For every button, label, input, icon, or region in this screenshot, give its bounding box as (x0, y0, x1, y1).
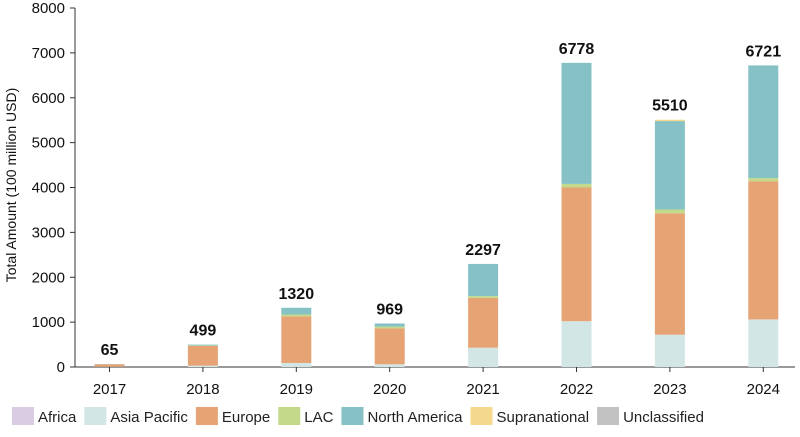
legend-swatch (341, 407, 364, 425)
bar-segment-lac (281, 314, 312, 317)
bar-segment-north-america (281, 307, 312, 315)
bar-segment-north-america (561, 62, 592, 184)
y-tick-label: 7000 (32, 45, 65, 62)
x-tick-label: 2024 (747, 381, 780, 398)
x-axis-ticks: 2017201820192020202120222023202420252026 (93, 367, 780, 398)
y-tick-label: 0 (57, 359, 65, 376)
total-labels: 6549913209692297677855106721392825 (101, 41, 782, 359)
y-tick-label: 6000 (32, 90, 65, 107)
y-tick-label: 1000 (32, 314, 65, 331)
bars (94, 62, 779, 367)
x-tick-label: 2023 (653, 381, 686, 398)
bar-segment-asia-pacific (748, 319, 779, 367)
bar-segment-lac (468, 296, 499, 298)
total-label: 65 (101, 342, 119, 359)
y-tick-label: 8000 (32, 0, 65, 17)
bar-stack-2019 (281, 307, 312, 367)
bar-segment-asia-pacific (561, 321, 592, 367)
legend-item-africa: Africa (12, 407, 77, 426)
legend-label: North America (367, 409, 463, 426)
legend-swatch (470, 407, 493, 425)
bar-segment-europe (654, 213, 685, 335)
total-label: 969 (376, 302, 403, 319)
bar-segment-supranational (654, 119, 685, 122)
bar-stack-2017 (94, 364, 125, 367)
y-tick-label: 4000 (32, 180, 65, 197)
legend-label: Unclassified (623, 409, 704, 426)
legend-label: Asia Pacific (110, 409, 188, 426)
bar-segment-europe (374, 328, 405, 365)
bar-stack-2018 (187, 344, 218, 367)
legend-label: Supranational (496, 409, 589, 426)
bar-segment-north-america (654, 121, 685, 210)
y-tick-label: 3000 (32, 224, 65, 241)
bar-segment-lac (374, 326, 405, 329)
bar-segment-asia-pacific (281, 362, 312, 367)
bar-segment-north-america (374, 323, 405, 327)
x-tick-label: 2018 (186, 381, 219, 398)
legend-swatch (12, 407, 34, 425)
legend-swatch (597, 407, 620, 425)
legend-label: Africa (38, 409, 77, 426)
y-axis-ticks: 0 1000 2000 3000 4000 5000 6000 7000 8000 (32, 0, 75, 376)
bar-stack-2021 (468, 263, 499, 367)
y-axis-label: Total Amount (100 million USD) (3, 88, 19, 283)
bar-segment-asia-pacific (374, 364, 405, 367)
bar-stack-2023 (654, 119, 685, 367)
legend-item-europe: Europe (195, 407, 270, 426)
bar-segment-north-america (468, 263, 499, 297)
bar-segment-europe (187, 345, 218, 366)
bar-segment-europe (561, 187, 592, 322)
y-tick-label: 5000 (32, 135, 65, 152)
x-tick-label: 2022 (560, 381, 593, 398)
total-label: 1320 (279, 286, 315, 303)
total-label: 6778 (559, 41, 595, 58)
x-tick-label: 2019 (280, 381, 313, 398)
y-tick-label: 2000 (32, 269, 65, 286)
bar-segment-europe (94, 364, 125, 367)
bar-segment-asia-pacific (468, 347, 499, 367)
bar-segment-lac (654, 209, 685, 214)
legend-swatch (84, 407, 107, 425)
legend-item-lac: LAC (278, 407, 334, 426)
legend-label: LAC (304, 409, 333, 426)
bar-segment-north-america (748, 65, 779, 179)
total-label: 2297 (465, 242, 501, 259)
total-label: 5510 (652, 98, 688, 115)
bar-stack-2024 (748, 65, 779, 367)
bar-segment-lac (561, 183, 592, 188)
x-tick-label: 2021 (466, 381, 499, 398)
bar-segment-lac (748, 178, 779, 182)
bar-segment-europe (748, 181, 779, 320)
bar-segment-asia-pacific (654, 334, 685, 367)
legend-label: Europe (222, 409, 270, 426)
legend-swatch (195, 407, 218, 425)
x-tick-label: 2020 (373, 381, 406, 398)
bar-segment-europe (468, 297, 499, 348)
x-tick-label: 2017 (93, 381, 126, 398)
legend-item-asia-pacific: Asia Pacific (84, 407, 188, 426)
legend-swatch (278, 407, 301, 425)
total-label: 499 (190, 323, 217, 340)
bar-stack-2022 (561, 62, 592, 367)
bar-segment-europe (281, 316, 312, 363)
legend: Africa Asia Pacific Europe LAC North America… (12, 407, 704, 426)
legend-item-supranational: Supranational (470, 407, 589, 426)
legend-item-north-america: North America (341, 407, 463, 426)
bar-segment-north-america (187, 344, 218, 346)
legend-item-unclassified: Unclassified (597, 407, 704, 426)
total-label: 6721 (746, 43, 782, 60)
bar-segment-asia-pacific (187, 365, 218, 367)
bar-stack-2020 (374, 323, 405, 367)
